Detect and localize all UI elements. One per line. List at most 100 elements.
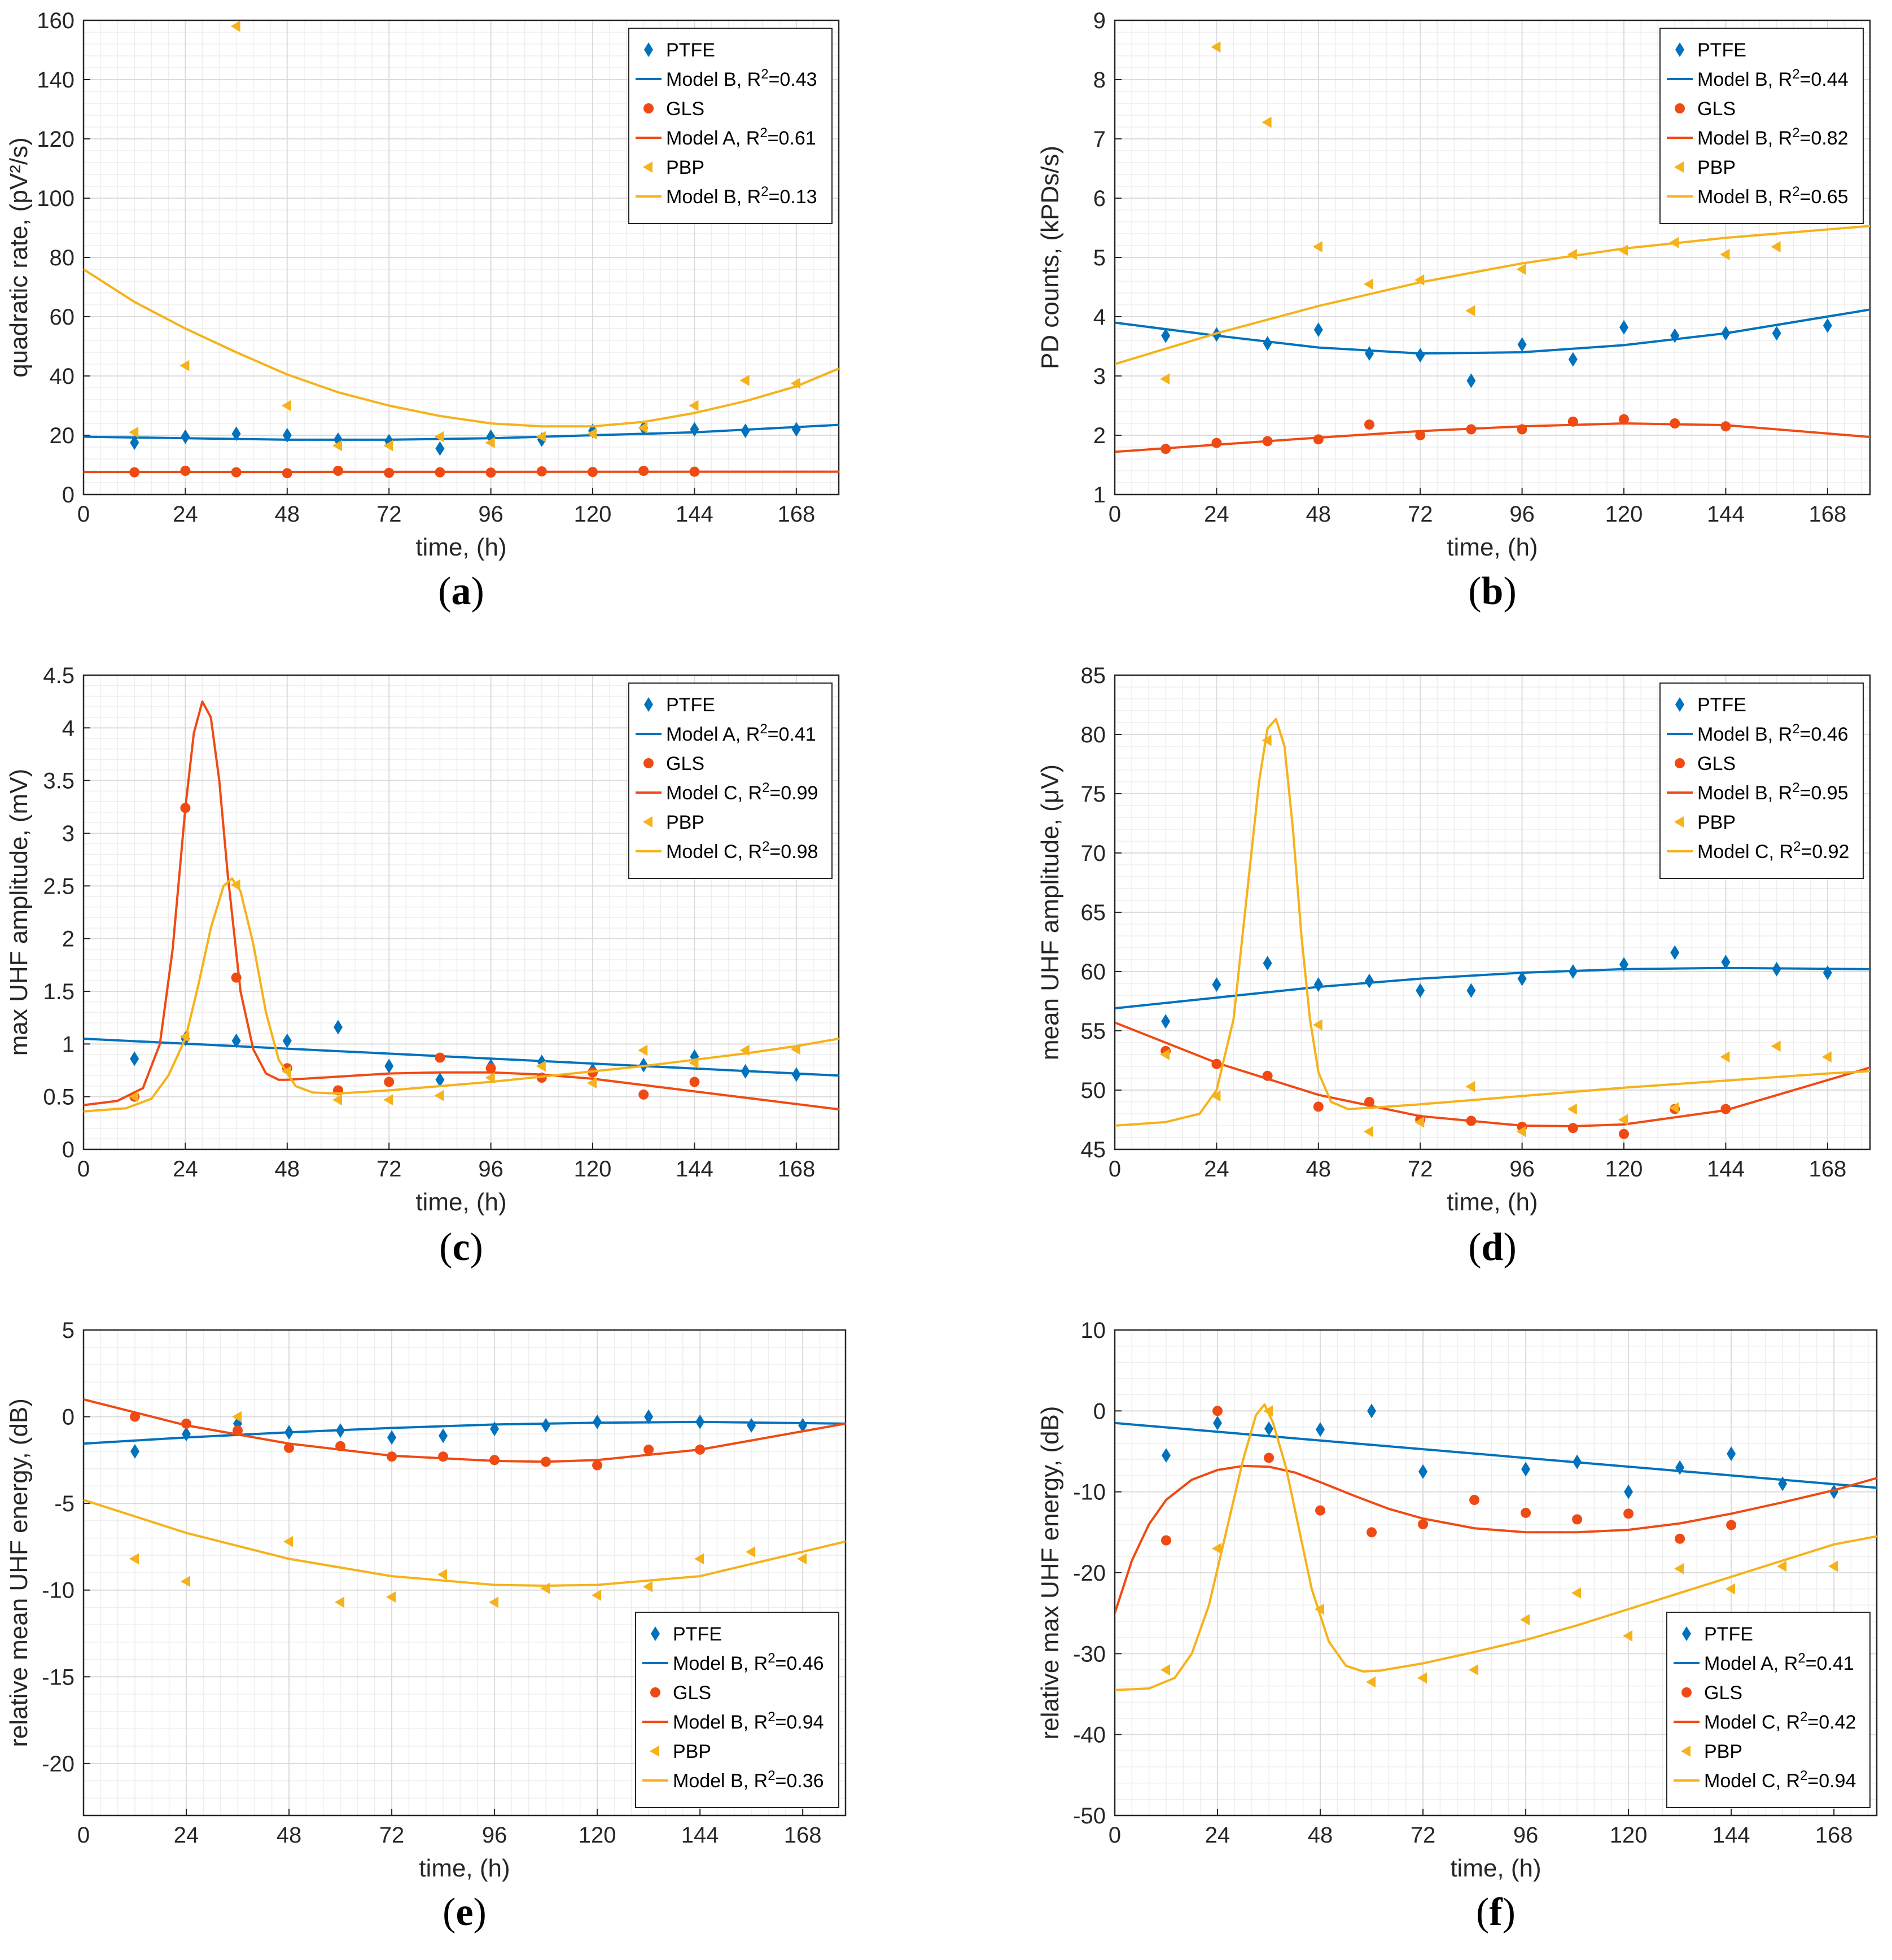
y-tick-label: 45 — [1081, 1138, 1106, 1162]
legend-superscript: 2 — [1800, 1768, 1807, 1783]
legend-label: PBP — [673, 1741, 711, 1762]
data-point — [1263, 956, 1272, 971]
data-point — [282, 468, 292, 479]
data-point — [1623, 1630, 1633, 1642]
y-tick-label: 70 — [1081, 841, 1106, 866]
data-point — [435, 1052, 445, 1063]
legend-superscript: 2 — [762, 839, 769, 854]
data-point — [1521, 1507, 1531, 1518]
legend-item: GLS — [1681, 1682, 1742, 1704]
legend-box — [628, 28, 833, 224]
y-tick-label: 85 — [1081, 663, 1106, 688]
x-axis-label: time, (h) — [415, 533, 506, 561]
y-tick-label: 5 — [1093, 246, 1106, 270]
legend-superscript: 2 — [1792, 67, 1799, 82]
legend-r2-value: =0.46 — [1800, 724, 1849, 745]
data-point — [130, 435, 139, 450]
legend-label: Model B, R2=0.36 — [673, 1768, 824, 1792]
data-point — [592, 1460, 603, 1471]
data-point — [435, 441, 445, 456]
panel-letter: d — [1482, 1226, 1504, 1269]
series-gls-curve — [1115, 1464, 1877, 1614]
x-tick-label: 48 — [1308, 1823, 1333, 1848]
data-point — [1828, 1560, 1838, 1572]
data-point — [485, 1063, 496, 1074]
data-point — [1520, 1614, 1530, 1626]
legend-label: GLS — [1704, 1682, 1742, 1704]
y-tick-label: 55 — [1081, 1019, 1106, 1044]
data-point — [1212, 977, 1221, 992]
series-ptfe-curve — [1115, 1421, 1877, 1489]
legend-marker-swatch — [643, 758, 654, 768]
data-point — [1623, 1508, 1634, 1519]
legend-label: PBP — [1697, 812, 1736, 833]
x-tick-label: 120 — [574, 502, 612, 527]
fit-curve — [1115, 225, 1870, 365]
series-pbp-curve — [84, 877, 839, 1113]
data-point — [1212, 327, 1221, 342]
legend-r2-value: =0.42 — [1807, 1712, 1856, 1733]
y-axis-label: quadratic rate, (pV²/s) — [5, 137, 33, 378]
legend-model-name: Model C, R — [666, 782, 762, 804]
panel-letter: b — [1482, 570, 1504, 613]
y-tick-label: 0 — [62, 1138, 75, 1162]
data-point — [1367, 1403, 1377, 1419]
legend-label: Model B, R2=0.46 — [673, 1651, 824, 1675]
data-point — [1466, 373, 1476, 388]
series-gls-points — [129, 466, 700, 479]
legend-item: Model B, R2=0.82 — [1667, 125, 1849, 149]
legend-model-name: Model B, R — [673, 1770, 768, 1792]
data-point — [383, 440, 393, 452]
legend-marker-swatch — [1675, 103, 1685, 113]
legend-r2-value: =0.41 — [1806, 1653, 1854, 1674]
legend-label: PBP — [1704, 1741, 1742, 1762]
fit-curve — [1115, 718, 1870, 1127]
legend-r2-value: =0.82 — [1800, 128, 1849, 149]
x-axis-label: time, (h) — [1447, 1188, 1538, 1216]
legend-item: Model C, R2=0.42 — [1674, 1709, 1856, 1733]
y-tick-label: 1 — [1093, 483, 1106, 508]
data-point — [383, 1094, 393, 1106]
y-tick-label: 0 — [62, 1405, 75, 1430]
chart-f: 0 24 48 72 96 120 144 168 -50 -40 -30 -20 -10 0 10 time… — [1036, 1318, 1878, 1934]
legend-item: GLS — [1675, 753, 1736, 775]
data-point — [485, 437, 495, 449]
y-tick-label: -40 — [1073, 1723, 1106, 1748]
legend-label: PTFE — [666, 694, 715, 716]
data-point — [1416, 348, 1425, 363]
data-point — [1516, 264, 1526, 275]
fit-curve — [84, 1038, 839, 1077]
data-point — [1829, 1484, 1839, 1499]
data-point — [387, 1430, 397, 1445]
fit-curve — [84, 877, 839, 1113]
data-point — [1264, 1453, 1275, 1463]
x-tick-label: 24 — [174, 1823, 199, 1848]
x-tick-label: 144 — [1713, 1823, 1750, 1848]
data-point — [332, 1094, 343, 1106]
y-axis-label: PD counts, (kPDs/s) — [1036, 146, 1064, 369]
legend-box — [1659, 683, 1864, 879]
legend-superscript: 2 — [768, 1709, 775, 1725]
data-point — [1469, 1495, 1480, 1505]
data-point — [1264, 1421, 1274, 1436]
data-point — [1516, 1126, 1526, 1138]
data-point — [1567, 1123, 1578, 1134]
data-point — [1364, 419, 1375, 430]
series-ptfe-curve — [84, 1038, 839, 1077]
legend-item: Model B, R2=0.13 — [636, 184, 817, 208]
data-point — [1262, 116, 1272, 128]
panel-label: (a) — [438, 570, 484, 613]
data-point — [798, 1418, 808, 1433]
data-point — [1418, 1519, 1429, 1529]
data-point — [643, 1444, 654, 1455]
x-tick-label: 24 — [173, 1157, 198, 1182]
data-point — [438, 1451, 449, 1462]
legend-model-name: Model C, R — [1704, 1770, 1800, 1792]
series-ptfe-curve — [1115, 308, 1870, 355]
data-point — [1313, 1101, 1324, 1112]
fit-curve — [84, 470, 839, 474]
legend-marker-swatch — [643, 816, 652, 828]
legend-model-name: Model B, R — [1697, 128, 1792, 149]
